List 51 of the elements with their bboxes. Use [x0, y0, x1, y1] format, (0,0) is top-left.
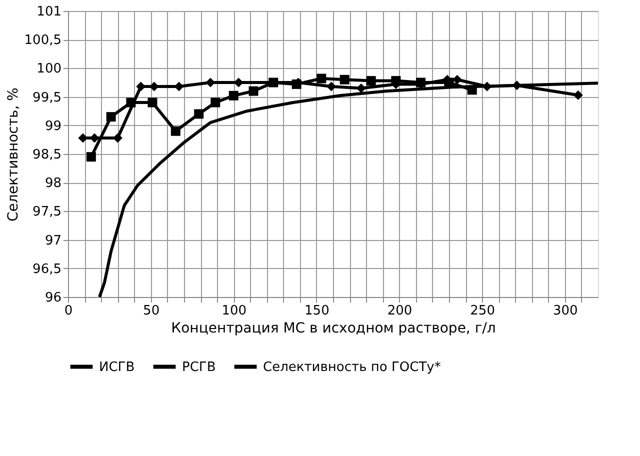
point: [194, 109, 204, 119]
x-tick-label: 50: [143, 304, 160, 318]
point: [444, 78, 454, 88]
legend-label: ИСГВ: [99, 360, 135, 375]
y-tick-label: 100: [36, 62, 62, 77]
point: [573, 90, 583, 100]
y-axis-title: Селективность, %: [5, 88, 22, 222]
point: [340, 74, 350, 84]
y-tick-label: 98: [44, 176, 62, 192]
point: [206, 78, 216, 88]
x-tick-label: 0: [64, 304, 73, 318]
point: [78, 133, 88, 143]
y-tick-label: 100,5: [24, 33, 62, 48]
y-tick-label: 99: [44, 118, 62, 134]
point: [106, 112, 116, 122]
point: [248, 86, 258, 96]
point: [391, 76, 401, 86]
y-tick-label: 101: [36, 4, 62, 20]
point: [467, 85, 477, 95]
point: [366, 76, 376, 86]
y-tick-label: 96,5: [32, 262, 62, 277]
point: [148, 98, 158, 108]
point: [136, 82, 146, 92]
point: [326, 82, 336, 92]
x-tick-label: 100: [222, 304, 247, 318]
point: [170, 126, 180, 136]
x-tick-label: 250: [470, 304, 495, 318]
point: [90, 133, 100, 143]
point: [210, 98, 220, 108]
point: [149, 82, 159, 92]
point: [482, 82, 492, 92]
x-axis-title: Концентрация МС в исходном растворе, г/л: [171, 320, 496, 336]
point: [228, 90, 238, 100]
point: [512, 80, 522, 90]
y-tick-label: 96: [44, 290, 62, 306]
point: [234, 78, 244, 88]
point: [174, 82, 184, 92]
y-tick-label: 98,5: [32, 148, 62, 162]
legend-label: РСГВ: [182, 360, 216, 375]
y-tick-label: 97,5: [32, 204, 62, 220]
y-tick-label: 97: [44, 233, 62, 248]
point: [356, 83, 366, 93]
y-tick-label: 99,5: [32, 90, 62, 106]
point: [86, 152, 96, 162]
x-tick-label: 300: [552, 304, 578, 318]
legend-label: Селективность по ГОСТу*: [263, 360, 442, 375]
point: [316, 74, 326, 84]
x-tick-label: 150: [304, 304, 330, 318]
x-tick-label: 200: [387, 304, 412, 318]
point: [126, 98, 136, 108]
point: [452, 74, 462, 84]
